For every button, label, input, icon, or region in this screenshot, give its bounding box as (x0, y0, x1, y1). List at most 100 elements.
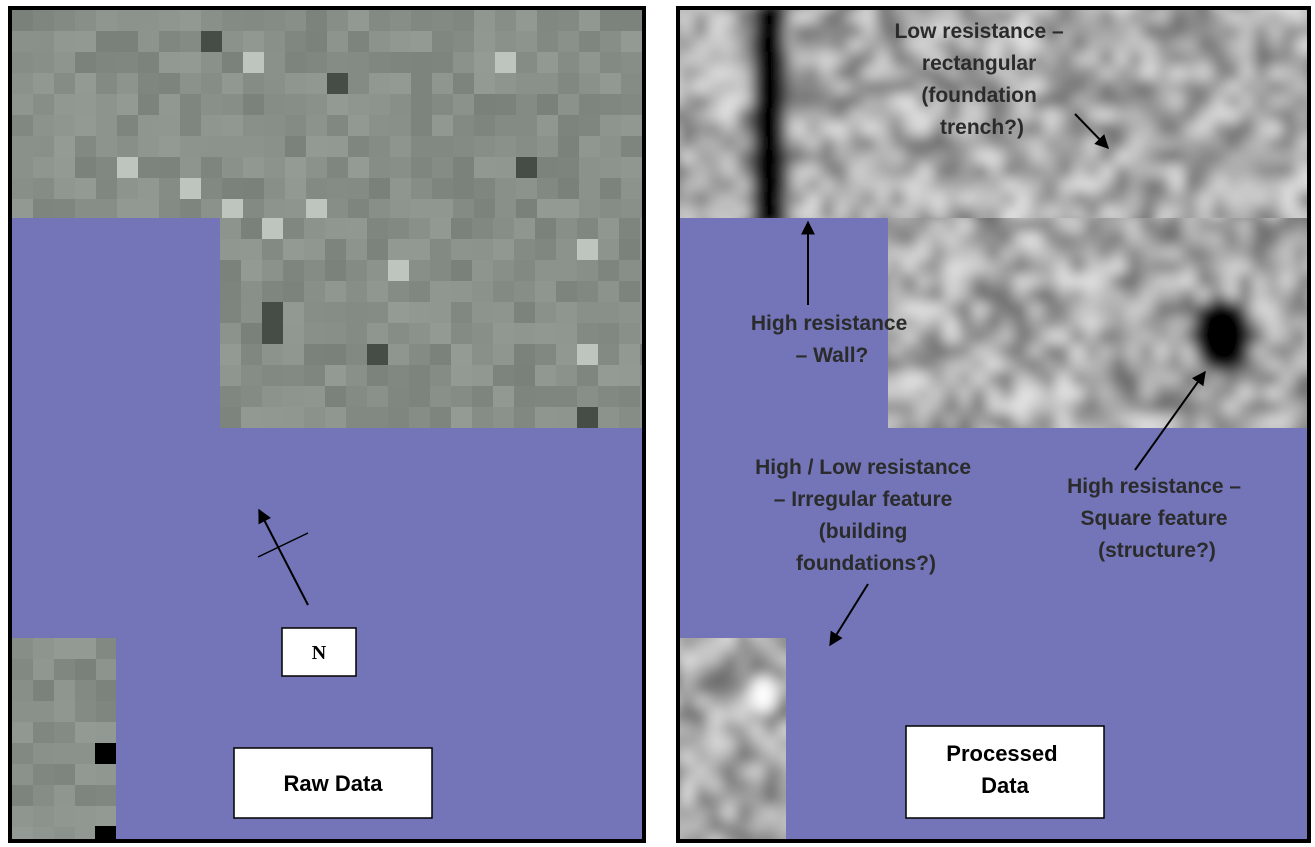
texture-cell (12, 115, 33, 136)
texture-cell (1266, 414, 1280, 428)
texture-cell (180, 73, 201, 94)
texture-cell (972, 386, 986, 400)
texture-cell (600, 157, 621, 178)
texture-cell (367, 323, 388, 344)
texture-cell (708, 52, 722, 66)
texture-cell (792, 24, 806, 38)
texture-cell (577, 407, 598, 428)
texture-cell (537, 178, 558, 199)
texture-cell (1212, 122, 1226, 136)
texture-cell (958, 386, 972, 400)
texture-cell (848, 108, 862, 122)
texture-cell (694, 164, 708, 178)
texture-cell (1126, 246, 1140, 260)
texture-cell (1294, 372, 1308, 386)
texture-cell (1156, 38, 1170, 52)
texture-cell (988, 150, 1002, 164)
texture-cell (1142, 136, 1156, 150)
texture-cell (694, 778, 708, 792)
texture-cell (432, 94, 453, 115)
texture-cell (944, 372, 958, 386)
texture-cell (708, 10, 722, 24)
texture-cell (306, 136, 327, 157)
texture-cell (862, 206, 876, 220)
texture-cell (986, 400, 1000, 414)
texture-cell (390, 199, 411, 218)
annotation-line: – Wall? (796, 344, 869, 367)
texture-cell (1002, 150, 1016, 164)
texture-cell (680, 764, 694, 778)
texture-cell (1058, 136, 1072, 150)
texture-cell (1210, 414, 1224, 428)
texture-cell (1198, 52, 1212, 66)
texture-cell (708, 806, 722, 820)
texture-cell (1112, 288, 1126, 302)
texture-cell (390, 31, 411, 52)
texture-cell (680, 136, 694, 150)
texture-cell (304, 407, 325, 428)
texture-cell (1028, 288, 1042, 302)
texture-cell (54, 31, 75, 52)
texture-cell (1170, 10, 1184, 24)
texture-cell (495, 94, 516, 115)
texture-cell (1014, 288, 1028, 302)
texture-cell (736, 206, 750, 220)
texture-cell (346, 344, 367, 365)
texture-cell (54, 659, 75, 680)
texture-cell (75, 680, 96, 701)
texture-cell (514, 281, 535, 302)
texture-cell (1252, 316, 1266, 330)
texture-cell (1072, 52, 1086, 66)
texture-cell (722, 680, 736, 694)
texture-cell (1198, 66, 1212, 80)
texture-cell (930, 246, 944, 260)
texture-cell (1198, 10, 1212, 24)
texture-cell (75, 722, 96, 743)
texture-cell (388, 260, 409, 281)
texture-cell (33, 136, 54, 157)
texture-cell (958, 316, 972, 330)
texture-cell (848, 38, 862, 52)
texture-cell (558, 157, 579, 178)
texture-cell (1056, 260, 1070, 274)
texture-cell (451, 365, 472, 386)
texture-cell (1294, 288, 1308, 302)
texture-cell (243, 52, 264, 73)
texture-cell (327, 178, 348, 199)
texture-cell (918, 178, 932, 192)
texture-cell (409, 302, 430, 323)
texture-cell (764, 764, 778, 778)
texture-cell (1212, 66, 1226, 80)
texture-cell (579, 52, 600, 73)
texture-cell (694, 136, 708, 150)
texture-cell (888, 386, 902, 400)
texture-cell (220, 407, 241, 428)
texture-cell (138, 31, 159, 52)
texture-cell (972, 330, 986, 344)
texture-cell (944, 358, 958, 372)
texture-cell (694, 80, 708, 94)
texture-cell (346, 365, 367, 386)
texture-cell (1042, 414, 1056, 428)
texture-cell (1280, 288, 1294, 302)
texture-cell (958, 302, 972, 316)
texture-cell (1282, 206, 1296, 220)
texture-cell (708, 694, 722, 708)
texture-cell (495, 136, 516, 157)
texture-cell (944, 288, 958, 302)
texture-cell (974, 192, 988, 206)
texture-cell (33, 764, 54, 785)
texture-cell (986, 316, 1000, 330)
texture-cell (862, 192, 876, 206)
texture-cell (1000, 400, 1014, 414)
texture-cell (495, 199, 516, 218)
texture-cell (1182, 218, 1196, 232)
texture-cell (736, 806, 750, 820)
texture-cell (621, 10, 642, 31)
texture-cell (916, 232, 930, 246)
texture-cell (888, 288, 902, 302)
texture-cell (54, 680, 75, 701)
texture-cell (201, 52, 222, 73)
texture-cell (1142, 80, 1156, 94)
texture-cell (806, 136, 820, 150)
